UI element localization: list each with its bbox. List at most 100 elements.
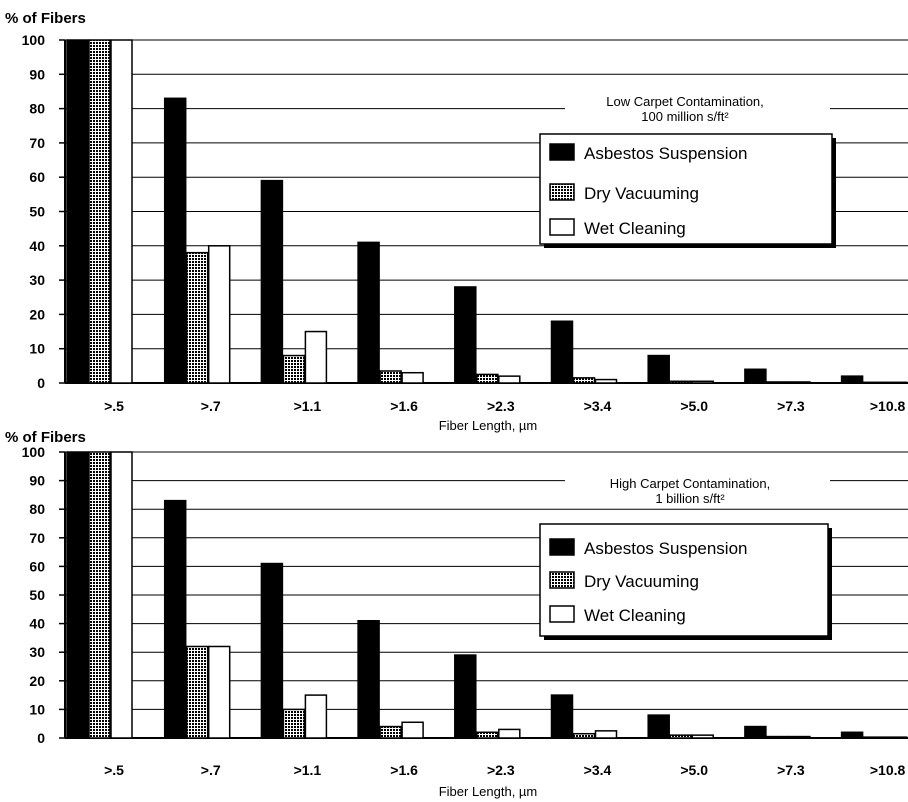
bar-asbestos-suspension — [744, 725, 767, 739]
y-tick-label: 0 — [37, 375, 45, 391]
bar-asbestos-suspension — [66, 451, 89, 739]
y-tick-label: 0 — [37, 730, 45, 746]
y-tick-label: 90 — [29, 66, 45, 82]
legend-label: Asbestos Suspension — [584, 144, 748, 163]
bar-asbestos-suspension — [550, 694, 574, 739]
x-tick-label: >5.0 — [680, 398, 708, 414]
y-tick-label: 20 — [29, 673, 45, 689]
y-tick-label: 20 — [29, 306, 45, 322]
bar-asbestos-suspension — [66, 39, 89, 384]
y-tick-label: 80 — [29, 101, 45, 117]
bar-asbestos-suspension — [550, 320, 574, 384]
y-tick-label: 30 — [29, 272, 45, 288]
x-tick-label: >3.4 — [584, 398, 612, 414]
bar-wet-cleaning — [110, 39, 133, 384]
bar-asbestos-suspension — [163, 97, 187, 384]
bar-asbestos-suspension — [163, 499, 187, 739]
y-axis-title: % of Fibers — [5, 10, 86, 27]
bar-wet-cleaning — [207, 245, 231, 384]
legend-swatch — [549, 183, 575, 201]
bar-asbestos-suspension — [357, 241, 380, 384]
x-tick-label: >1.1 — [294, 762, 322, 778]
x-tick-label: >2.3 — [487, 398, 515, 414]
bar-asbestos-suspension — [840, 375, 864, 384]
bar-wet-cleaning — [304, 330, 328, 384]
bar-asbestos-suspension — [647, 714, 670, 739]
bar-wet-cleaning — [788, 735, 811, 739]
y-tick-label: 60 — [29, 169, 45, 185]
legend-box — [539, 133, 833, 245]
legend-swatch — [549, 538, 575, 556]
bar-dry-vacuuming — [88, 39, 111, 384]
x-tick-label: >1.6 — [390, 762, 418, 778]
chart-high-contamination: 0 10 20 30 40 50 60 70 80 90 100% of Fibers High Ca… — [5, 429, 908, 799]
legend-swatch — [549, 571, 575, 589]
y-tick-label: 70 — [29, 530, 45, 546]
legend-label: Asbestos Suspension — [584, 539, 748, 558]
bar-asbestos-suspension — [260, 562, 284, 739]
x-tick-label: >.5 — [104, 398, 124, 414]
chart-low-contamination: 0 10 20 30 40 50 60 70 80 90 100 % of Fibers Low Car… — [5, 10, 908, 433]
bar-asbestos-suspension — [357, 619, 380, 739]
y-tick-label: 10 — [29, 701, 45, 717]
bar-wet-cleaning — [207, 645, 231, 739]
bar-wet-cleaning — [691, 734, 714, 739]
x-tick-label: >10.8 — [870, 762, 906, 778]
legend-label: Dry Vacuuming — [584, 572, 699, 591]
legend-swatch — [549, 605, 575, 623]
bar-dry-vacuuming — [862, 381, 886, 384]
bar-asbestos-suspension — [647, 354, 670, 384]
x-tick-label: >.5 — [104, 762, 124, 778]
bar-dry-vacuuming — [185, 645, 209, 739]
bar-dry-vacuuming — [476, 373, 499, 384]
bar-asbestos-suspension — [454, 654, 477, 739]
bar-asbestos-suspension — [260, 179, 284, 384]
x-tick-label: >.7 — [201, 398, 221, 414]
x-tick-label: >.7 — [201, 762, 221, 778]
bar-dry-vacuuming — [766, 381, 789, 384]
bar-dry-vacuuming — [766, 735, 789, 739]
x-tick-label: >3.4 — [584, 762, 612, 778]
x-tick-label: >7.3 — [777, 762, 805, 778]
x-tick-label: >1.6 — [390, 398, 418, 414]
y-tick-label: 50 — [29, 204, 45, 220]
bar-wet-cleaning — [594, 378, 618, 384]
bar-wet-cleaning — [401, 721, 424, 739]
bar-wet-cleaning — [304, 694, 328, 739]
bar-wet-cleaning — [884, 381, 908, 384]
x-tick-label: >2.3 — [487, 762, 515, 778]
annotation-line-1: Low Carpet Contamination, — [606, 94, 764, 109]
bar-dry-vacuuming — [572, 732, 596, 739]
y-tick-label: 90 — [29, 473, 45, 489]
bar-dry-vacuuming — [379, 370, 402, 384]
y-tick-label: 40 — [29, 238, 45, 254]
bar-dry-vacuuming — [379, 725, 402, 739]
y-tick-label: 70 — [29, 135, 45, 151]
bar-dry-vacuuming — [185, 251, 209, 384]
bar-asbestos-suspension — [744, 368, 767, 384]
y-tick-label: 100 — [22, 444, 46, 460]
y-tick-label: 60 — [29, 558, 45, 574]
bar-dry-vacuuming — [669, 734, 692, 739]
x-tick-label: >5.0 — [680, 762, 708, 778]
legend-swatch — [549, 218, 575, 236]
bar-wet-cleaning — [498, 728, 521, 739]
bar-dry-vacuuming — [572, 377, 596, 384]
bar-wet-cleaning — [498, 375, 521, 384]
y-tick-label: 40 — [29, 616, 45, 632]
x-axis-title: Fiber Length, µm — [439, 784, 538, 799]
legend-box — [539, 523, 829, 637]
legend-label: Wet Cleaning — [584, 219, 686, 238]
bar-wet-cleaning — [594, 730, 618, 739]
bar-dry-vacuuming — [669, 380, 692, 384]
bar-wet-cleaning — [788, 381, 811, 384]
legend-label: Dry Vacuuming — [584, 184, 699, 203]
bar-asbestos-suspension — [454, 286, 477, 384]
bar-asbestos-suspension — [840, 731, 864, 739]
y-tick-label: 100 — [22, 32, 46, 48]
annotation-background — [565, 80, 830, 116]
x-tick-label: >1.1 — [294, 398, 322, 414]
y-axis-title: % of Fibers — [5, 429, 86, 446]
y-tick-label: 50 — [29, 587, 45, 603]
